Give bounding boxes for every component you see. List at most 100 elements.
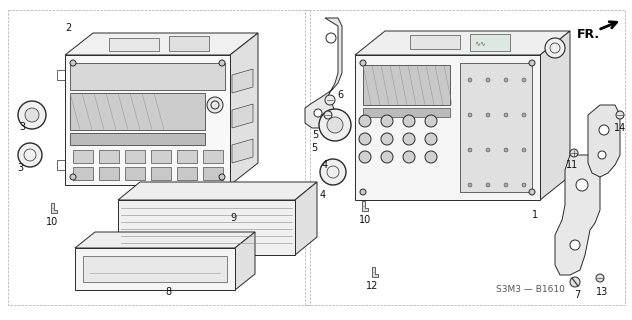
Circle shape — [314, 109, 322, 117]
Text: 1: 1 — [532, 210, 538, 220]
Circle shape — [570, 277, 580, 287]
Circle shape — [596, 274, 604, 282]
Text: 5: 5 — [312, 130, 318, 140]
Polygon shape — [70, 63, 225, 90]
Circle shape — [403, 151, 415, 163]
Circle shape — [320, 159, 346, 185]
Polygon shape — [363, 65, 450, 105]
Polygon shape — [203, 150, 223, 163]
Circle shape — [468, 78, 472, 82]
Polygon shape — [118, 182, 317, 200]
Text: 8: 8 — [165, 287, 171, 297]
Circle shape — [545, 38, 565, 58]
Text: 6: 6 — [337, 90, 343, 100]
Circle shape — [18, 143, 42, 167]
Polygon shape — [460, 63, 532, 192]
Circle shape — [468, 113, 472, 117]
Polygon shape — [65, 55, 230, 185]
Text: 9: 9 — [230, 213, 236, 223]
Circle shape — [598, 151, 606, 159]
Polygon shape — [118, 200, 295, 255]
Polygon shape — [70, 93, 205, 130]
Circle shape — [381, 115, 393, 127]
Polygon shape — [169, 36, 209, 51]
Polygon shape — [362, 201, 368, 211]
Circle shape — [504, 183, 508, 187]
Circle shape — [504, 148, 508, 152]
Circle shape — [359, 133, 371, 145]
Circle shape — [18, 101, 46, 129]
Text: 4: 4 — [322, 160, 328, 170]
Polygon shape — [355, 55, 540, 200]
Circle shape — [529, 60, 535, 66]
Circle shape — [381, 151, 393, 163]
Polygon shape — [203, 167, 223, 180]
Polygon shape — [232, 104, 253, 128]
Polygon shape — [51, 203, 57, 213]
Circle shape — [616, 111, 624, 119]
Text: 5: 5 — [311, 143, 317, 153]
Polygon shape — [73, 150, 93, 163]
Circle shape — [522, 183, 526, 187]
Text: 13: 13 — [596, 287, 608, 297]
Text: 7: 7 — [574, 290, 580, 300]
Circle shape — [360, 189, 366, 195]
Polygon shape — [363, 108, 450, 117]
Polygon shape — [75, 248, 235, 290]
Circle shape — [381, 133, 393, 145]
Circle shape — [522, 78, 526, 82]
Polygon shape — [125, 150, 145, 163]
Circle shape — [219, 60, 225, 66]
Circle shape — [319, 109, 351, 141]
Circle shape — [570, 149, 578, 157]
Polygon shape — [65, 33, 258, 55]
Text: S3M3 — B1610: S3M3 — B1610 — [495, 285, 564, 294]
Polygon shape — [177, 150, 197, 163]
Circle shape — [570, 240, 580, 250]
Circle shape — [359, 115, 371, 127]
Polygon shape — [470, 34, 510, 51]
Circle shape — [25, 108, 39, 122]
Circle shape — [468, 148, 472, 152]
Text: 3: 3 — [19, 122, 25, 132]
Circle shape — [327, 117, 343, 133]
Polygon shape — [295, 182, 317, 255]
Circle shape — [324, 111, 332, 119]
Polygon shape — [230, 33, 258, 185]
Polygon shape — [83, 256, 227, 282]
Circle shape — [486, 148, 490, 152]
Circle shape — [522, 148, 526, 152]
Text: 14: 14 — [614, 123, 626, 133]
Text: 3: 3 — [17, 163, 23, 173]
Polygon shape — [235, 232, 255, 290]
Polygon shape — [588, 105, 620, 177]
Circle shape — [504, 113, 508, 117]
Circle shape — [522, 113, 526, 117]
Polygon shape — [99, 167, 119, 180]
Polygon shape — [109, 38, 159, 51]
Circle shape — [504, 78, 508, 82]
Circle shape — [468, 183, 472, 187]
Circle shape — [360, 60, 366, 66]
Circle shape — [359, 151, 371, 163]
Text: 10: 10 — [46, 217, 58, 227]
Circle shape — [207, 97, 223, 113]
Polygon shape — [151, 167, 171, 180]
Circle shape — [486, 183, 490, 187]
Circle shape — [425, 133, 437, 145]
Polygon shape — [372, 267, 378, 277]
Circle shape — [486, 78, 490, 82]
Circle shape — [576, 179, 588, 191]
Circle shape — [529, 189, 535, 195]
Circle shape — [326, 33, 336, 43]
Circle shape — [403, 133, 415, 145]
Circle shape — [325, 95, 335, 105]
Polygon shape — [177, 167, 197, 180]
Text: 10: 10 — [359, 215, 371, 225]
Polygon shape — [232, 139, 253, 163]
Polygon shape — [540, 31, 570, 200]
Polygon shape — [410, 35, 460, 49]
Circle shape — [425, 151, 437, 163]
Circle shape — [70, 174, 76, 180]
Text: FR.: FR. — [576, 28, 600, 42]
